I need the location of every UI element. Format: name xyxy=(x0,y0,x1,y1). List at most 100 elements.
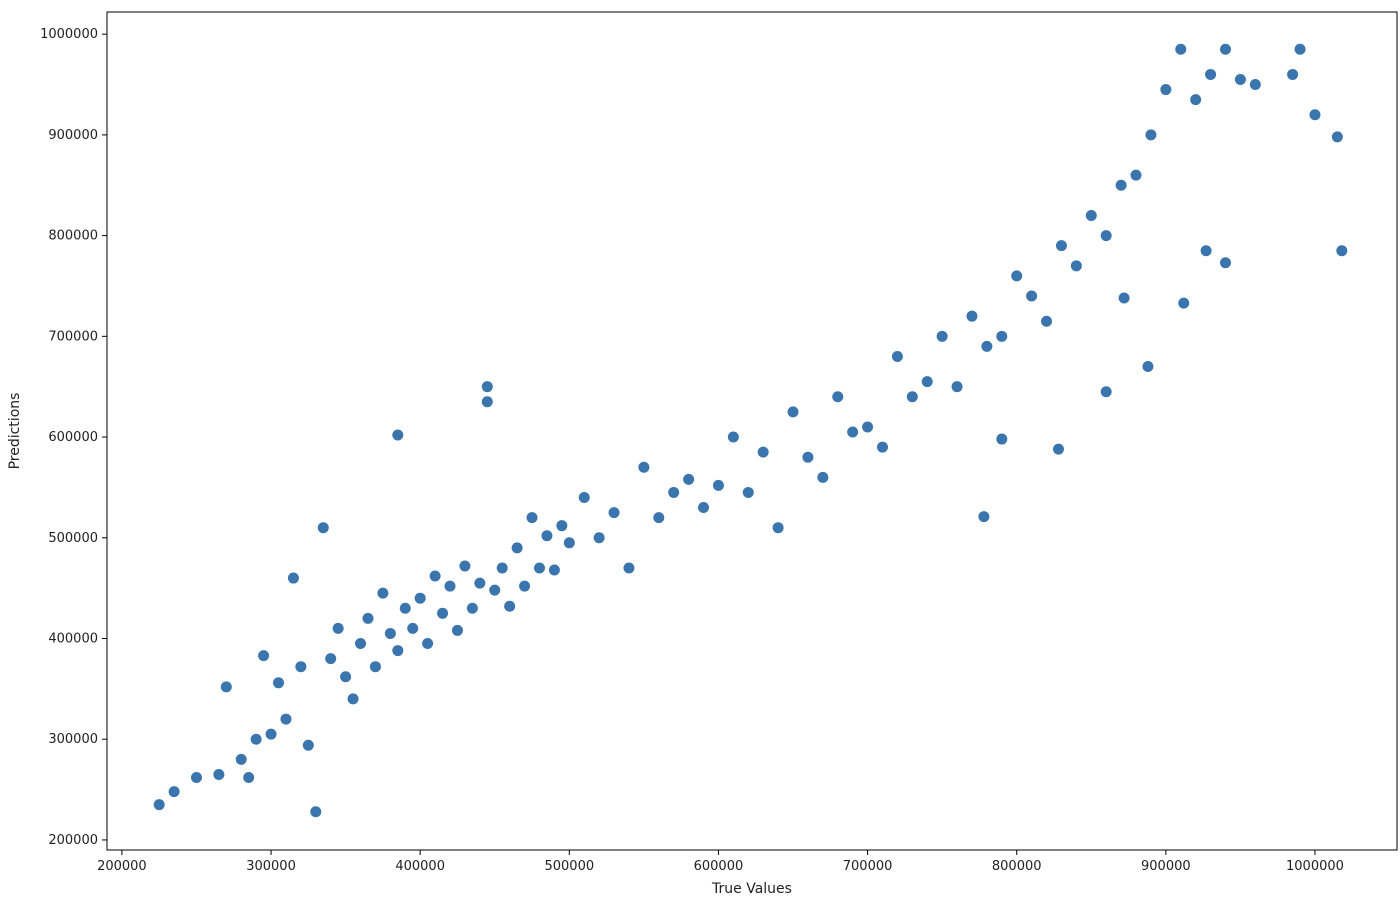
scatter-point xyxy=(466,602,478,614)
scatter-point xyxy=(936,330,948,342)
scatter-point xyxy=(832,391,844,403)
scatter-point xyxy=(668,486,680,498)
scatter-point xyxy=(481,396,493,408)
scatter-point xyxy=(817,471,829,483)
scatter-point xyxy=(355,638,367,650)
scatter-point xyxy=(1200,245,1212,257)
scatter-point xyxy=(847,426,859,438)
scatter-point xyxy=(504,600,516,612)
scatter-point xyxy=(519,580,531,592)
scatter-point xyxy=(891,350,903,362)
scatter-point xyxy=(772,522,784,534)
scatter-point xyxy=(742,486,754,498)
scatter-point xyxy=(966,310,978,322)
scatter-point xyxy=(1219,43,1231,55)
scatter-point xyxy=(548,564,560,576)
scatter-point xyxy=(1070,260,1082,272)
scatter-point xyxy=(1026,290,1038,302)
scatter-point xyxy=(273,677,285,689)
scatter-point xyxy=(451,624,463,636)
scatter-point xyxy=(1309,109,1321,121)
scatter-point xyxy=(1234,73,1246,85)
scatter-point xyxy=(623,562,635,574)
scatter-point xyxy=(533,562,545,574)
y-tick-label: 1000000 xyxy=(40,27,98,42)
scatter-point xyxy=(556,520,568,532)
scatter-point xyxy=(1175,43,1187,55)
scatter-point xyxy=(1178,297,1190,309)
scatter-point xyxy=(287,572,299,584)
y-tick-label: 300000 xyxy=(48,732,98,747)
scatter-point xyxy=(727,431,739,443)
scatter-point xyxy=(1219,257,1231,269)
scatter-point xyxy=(1052,443,1064,455)
scatter-point xyxy=(302,739,314,751)
scatter-point xyxy=(653,512,665,524)
x-tick-label: 300000 xyxy=(246,859,296,874)
data-points xyxy=(153,43,1348,818)
x-tick-label: 1000000 xyxy=(1286,859,1344,874)
scatter-point xyxy=(325,653,337,665)
scatter-point xyxy=(168,786,180,798)
y-tick-label: 200000 xyxy=(48,833,98,848)
scatter-point xyxy=(407,622,419,634)
scatter-point xyxy=(340,671,352,683)
scatter-point xyxy=(332,622,344,634)
scatter-point xyxy=(1100,386,1112,398)
scatter-point xyxy=(996,330,1008,342)
scatter-point xyxy=(317,522,329,534)
scatter-point xyxy=(1331,131,1343,143)
y-tick-label: 800000 xyxy=(48,229,98,244)
scatter-point xyxy=(996,433,1008,445)
scatter-point xyxy=(593,532,605,544)
scatter-point xyxy=(362,612,374,624)
scatter-point xyxy=(220,681,232,693)
scatter-point xyxy=(981,340,993,352)
scatter-point xyxy=(481,381,493,393)
scatter-point xyxy=(474,577,486,589)
scatter-point xyxy=(541,530,553,542)
scatter-point xyxy=(1085,209,1097,221)
scatter-point xyxy=(921,376,933,388)
scatter-point xyxy=(511,542,523,554)
scatter-point xyxy=(392,645,404,657)
scatter-point xyxy=(563,537,575,549)
scatter-point xyxy=(862,421,874,433)
scatter-point xyxy=(280,713,292,725)
x-tick-label: 200000 xyxy=(97,859,147,874)
scatter-point xyxy=(414,592,426,604)
scatter-point xyxy=(1336,245,1348,257)
scatter-point xyxy=(422,638,434,650)
scatter-point xyxy=(698,502,710,514)
scatter-point xyxy=(787,406,799,418)
scatter-point xyxy=(1011,270,1023,282)
scatter-point xyxy=(978,511,990,523)
scatter-point xyxy=(906,391,918,403)
scatter-point xyxy=(496,562,508,574)
scatter-point xyxy=(310,806,322,818)
y-tick-label: 900000 xyxy=(48,128,98,143)
scatter-point xyxy=(377,587,389,599)
scatter-point xyxy=(243,771,255,783)
x-axis-ticks: 200000 300000 400000 500000 600000 700000 8000… xyxy=(97,850,1344,874)
x-tick-label: 700000 xyxy=(843,859,893,874)
scatter-point xyxy=(384,627,396,639)
scatter-point xyxy=(392,429,404,441)
scatter-point xyxy=(608,507,620,519)
y-axis-label: Predictions xyxy=(7,393,23,470)
scatter-point xyxy=(1130,169,1142,181)
scatter-point xyxy=(153,799,165,811)
scatter-point xyxy=(190,771,202,783)
scatter-point xyxy=(757,446,769,458)
scatter-point xyxy=(638,461,650,473)
scatter-point xyxy=(1294,43,1306,55)
scatter-point xyxy=(459,560,471,572)
y-tick-label: 600000 xyxy=(48,430,98,445)
scatter-point xyxy=(489,584,501,596)
scatter-point xyxy=(876,441,888,453)
x-tick-label: 400000 xyxy=(395,859,445,874)
y-tick-label: 700000 xyxy=(48,329,98,344)
scatter-point xyxy=(295,661,307,673)
scatter-point xyxy=(578,491,590,503)
